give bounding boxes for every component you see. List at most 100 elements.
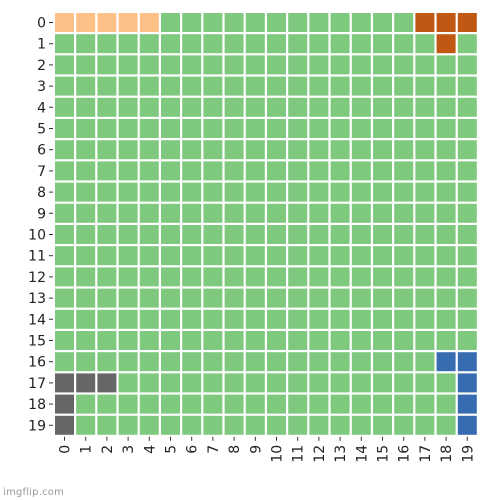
heatmap-cell-r4-c7: [203, 97, 223, 117]
heatmap-cell-r0-c5: [161, 13, 180, 32]
y-tick-label: 7: [37, 164, 46, 180]
heatmap-cell-r17-c6: [182, 373, 202, 393]
heatmap-cell-r17-c15: [373, 373, 392, 393]
heatmap-cell-r1-c14: [351, 34, 371, 54]
heatmap-cell-r6-c14: [351, 140, 371, 160]
heatmap-cell-r10-c11: [288, 225, 308, 244]
heatmap-cell-r2-c18: [436, 55, 456, 75]
heatmap-cell-r6-c2: [97, 140, 117, 160]
heatmap-cell-r16-c9: [245, 352, 265, 372]
heatmap-cell-r7-c9: [245, 161, 265, 181]
heatmap-cell-r14-c11: [288, 309, 308, 329]
heatmap-cell-r8-c4: [139, 182, 159, 202]
heatmap-cell-r13-c12: [309, 288, 329, 308]
heatmap-cell-r10-c17: [415, 225, 435, 244]
heatmap-cell-r13-c2: [97, 288, 117, 308]
heatmap-cell-r17-c18: [436, 373, 456, 393]
heatmap-cell-r6-c15: [373, 140, 392, 160]
heatmap-cell-r6-c7: [203, 140, 223, 160]
heatmap-cell-r9-c12: [309, 203, 329, 223]
heatmap-cell-r3-c4: [139, 76, 159, 96]
heatmap-cell-r8-c18: [436, 182, 456, 202]
heatmap-cell-r4-c5: [161, 97, 180, 117]
heatmap-cell-r3-c13: [330, 76, 350, 96]
heatmap-cell-r4-c17: [415, 97, 435, 117]
heatmap-cell-r1-c16: [394, 34, 414, 54]
heatmap-cell-r19-c8: [224, 415, 244, 435]
heatmap-cell-r3-c8: [224, 76, 244, 96]
heatmap-cell-r19-c9: [245, 415, 265, 435]
heatmap-cell-r8-c16: [394, 182, 414, 202]
heatmap-cell-r3-c12: [309, 76, 329, 96]
heatmap-cell-r19-c4: [139, 415, 159, 435]
heatmap-cell-r7-c7: [203, 161, 223, 181]
heatmap-cell-r15-c10: [267, 331, 286, 350]
heatmap-cell-r17-c2: [97, 373, 117, 393]
heatmap-cell-r13-c1: [76, 288, 96, 308]
heatmap-cell-r1-c2: [97, 34, 117, 54]
heatmap-cell-r14-c10: [267, 309, 286, 329]
heatmap-cell-r4-c19: [457, 97, 477, 117]
heatmap-cell-r4-c13: [330, 97, 350, 117]
heatmap-cell-r16-c11: [288, 352, 308, 372]
x-tick-label: 14: [354, 445, 370, 463]
heatmap-cell-r8-c9: [245, 182, 265, 202]
heatmap-cell-r18-c2: [97, 394, 117, 414]
heatmap-cell-r7-c16: [394, 161, 414, 181]
heatmap-cell-r7-c17: [415, 161, 435, 181]
heatmap-cell-r18-c0: [55, 394, 74, 414]
heatmap-cell-r5-c3: [118, 119, 138, 138]
heatmap-cell-r0-c17: [415, 13, 435, 32]
heatmap-cell-r16-c7: [203, 352, 223, 372]
x-tick-label: 15: [376, 445, 392, 463]
heatmap-cell-r1-c11: [288, 34, 308, 54]
y-tick-label: 13: [28, 291, 46, 307]
heatmap-cell-r13-c9: [245, 288, 265, 308]
heatmap-cell-r4-c14: [351, 97, 371, 117]
heatmap-cell-r17-c14: [351, 373, 371, 393]
heatmap-cell-r14-c19: [457, 309, 477, 329]
heatmap-cell-r15-c1: [76, 331, 96, 350]
heatmap-cell-r7-c18: [436, 161, 456, 181]
heatmap-cell-r0-c8: [224, 13, 244, 32]
heatmap-cell-r18-c14: [351, 394, 371, 414]
heatmap-cell-r15-c0: [55, 331, 74, 350]
heatmap-cell-r12-c8: [224, 267, 244, 287]
y-tick-label: 9: [37, 206, 46, 222]
heatmap-cell-r14-c12: [309, 309, 329, 329]
heatmap-cell-r12-c13: [330, 267, 350, 287]
heatmap-cell-r5-c15: [373, 119, 392, 138]
heatmap-cell-r10-c10: [267, 225, 286, 244]
heatmap-cell-r8-c8: [224, 182, 244, 202]
heatmap-cell-r19-c17: [415, 415, 435, 435]
heatmap-cell-r6-c18: [436, 140, 456, 160]
heatmap-cell-r14-c3: [118, 309, 138, 329]
heatmap-cell-r18-c17: [415, 394, 435, 414]
heatmap-cell-r9-c3: [118, 203, 138, 223]
heatmap-cell-r16-c17: [415, 352, 435, 372]
heatmap-cell-r12-c15: [373, 267, 392, 287]
heatmap-cell-r18-c1: [76, 394, 96, 414]
heatmap-cell-r19-c12: [309, 415, 329, 435]
heatmap-cell-r19-c16: [394, 415, 414, 435]
heatmap-cell-r10-c15: [373, 225, 392, 244]
heatmap-cell-r11-c11: [288, 246, 308, 266]
y-tick-label: 17: [28, 376, 46, 392]
heatmap-cell-r15-c5: [161, 331, 180, 350]
heatmap-cell-r11-c3: [118, 246, 138, 266]
heatmap-cell-r12-c1: [76, 267, 96, 287]
heatmap-cell-r19-c1: [76, 415, 96, 435]
heatmap-cell-r2-c3: [118, 55, 138, 75]
heatmap-cell-r16-c19: [457, 352, 477, 372]
heatmap-cell-r12-c14: [351, 267, 371, 287]
heatmap-cell-r1-c19: [457, 34, 477, 54]
heatmap-cell-r10-c14: [351, 225, 371, 244]
heatmap-cell-r2-c16: [394, 55, 414, 75]
heatmap-cell-r11-c15: [373, 246, 392, 266]
y-tick-label: 15: [28, 334, 46, 350]
heatmap-cell-r17-c10: [267, 373, 286, 393]
heatmap-cell-r11-c18: [436, 246, 456, 266]
heatmap-cell-r1-c15: [373, 34, 392, 54]
heatmap-cell-r13-c16: [394, 288, 414, 308]
